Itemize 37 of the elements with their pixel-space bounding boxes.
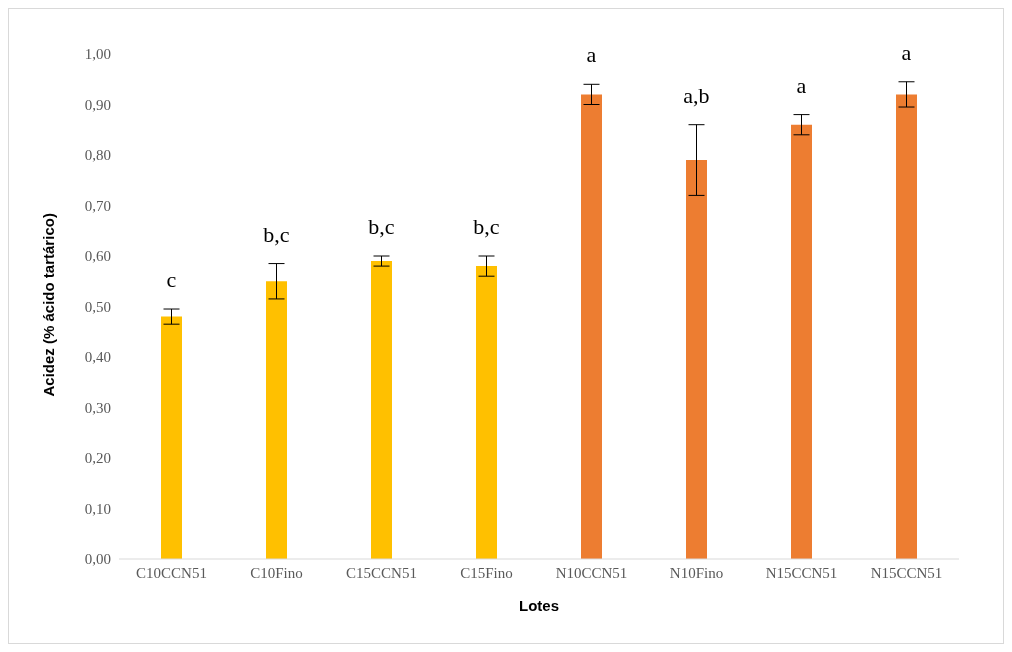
x-tick-label: N10Fino [669, 564, 724, 581]
y-tick-label: 1,00 [84, 46, 111, 63]
bar [161, 316, 182, 559]
x-tick-label: C10Fino [250, 564, 303, 581]
y-axis-title: Acidez (% ácido tartárico) [40, 213, 58, 397]
x-tick-label: N15CCN51 [765, 564, 838, 581]
bar [896, 94, 917, 559]
annotation: a,b [683, 82, 710, 108]
bar [476, 266, 497, 559]
annotation: c [166, 267, 177, 293]
annotation: a [901, 39, 912, 65]
y-tick-label: 0,60 [84, 248, 111, 265]
y-tick-label: 0,30 [84, 399, 111, 416]
y-tick-label: 0,00 [84, 551, 111, 568]
x-tick-label: C15CCN51 [346, 564, 417, 581]
bar [791, 124, 812, 559]
x-tick-label: N10CCN51 [555, 564, 628, 581]
bar [266, 281, 287, 559]
y-tick-label: 0,80 [84, 147, 111, 164]
bar [686, 160, 707, 559]
y-tick-label: 0,20 [84, 450, 111, 467]
y-tick-label: 0,90 [84, 96, 111, 113]
annotation: b,c [368, 214, 395, 239]
bar [581, 94, 602, 559]
x-tick-label: C10CCN51 [136, 564, 207, 581]
annotation: b,c [473, 214, 500, 239]
annotation: b,c [263, 221, 290, 247]
bar [371, 261, 392, 559]
y-tick-label: 0,70 [84, 197, 111, 214]
x-axis-title: Lotes [518, 597, 560, 614]
y-tick-label: 0,40 [84, 349, 111, 366]
x-tick-label: N15CCN51 [870, 564, 943, 581]
annotation: a [586, 42, 597, 68]
y-tick-label: 0,10 [84, 500, 111, 517]
annotation: a [796, 72, 807, 98]
x-tick-label: C15Fino [460, 564, 513, 581]
y-tick-label: 0,50 [84, 298, 111, 315]
